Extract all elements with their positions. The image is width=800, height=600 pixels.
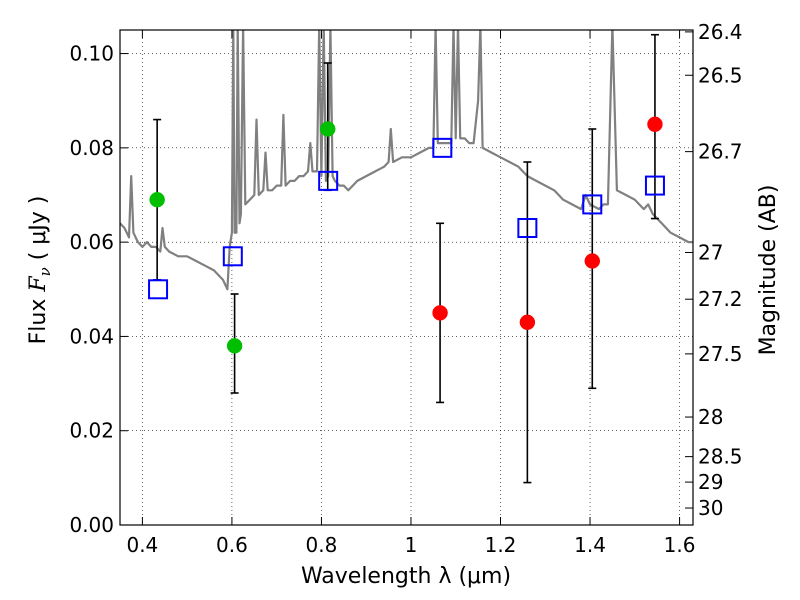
tick-layer: 0.4 0.6 0.8 1 1.2 1.4 1.6 0.00 0.02 0.04 0.06 0.08 0… xyxy=(69,20,742,557)
green-data-point xyxy=(149,191,165,208)
right-tick-label: 27.2 xyxy=(698,287,743,311)
red-data-point xyxy=(584,253,601,269)
model-box-marker xyxy=(517,218,538,238)
y-tick-label: 0.00 xyxy=(69,513,114,537)
y-tick-label: 0.10 xyxy=(69,42,114,66)
x-tick-label: 1.2 xyxy=(485,533,517,557)
right-tick-label: 28.5 xyxy=(698,445,743,469)
y-tick-label: 0.04 xyxy=(69,324,114,348)
y-axis-label-subscript: ν xyxy=(36,267,54,276)
y-tick-label: 0.02 xyxy=(69,419,114,443)
x-tick-label: 1.6 xyxy=(664,533,696,557)
x-axis-label: Wavelength λ (μm) xyxy=(301,564,511,589)
plot-area xyxy=(120,30,693,525)
green-data-point xyxy=(319,121,336,137)
model-box-marker xyxy=(432,137,453,158)
grid xyxy=(120,30,693,526)
model-box-marker xyxy=(222,246,243,267)
plot-frame xyxy=(119,29,694,526)
y-axis-label-symbol: F xyxy=(26,276,51,293)
model-box-marker xyxy=(582,194,603,215)
right-tick-label: 26.4 xyxy=(698,20,743,44)
right-tick-label: 27.5 xyxy=(698,342,743,366)
y-axis-label-suffix: ( μJy ) xyxy=(26,196,51,268)
y-tick-label: 0.06 xyxy=(69,230,114,254)
right-tick-label: 29 xyxy=(698,470,723,494)
model-box-marker xyxy=(148,279,169,300)
right-tick-label: 26.5 xyxy=(698,63,743,87)
series-layer xyxy=(120,30,693,484)
y-tick-label: 0.08 xyxy=(69,136,114,160)
red-data-point xyxy=(519,314,536,331)
right-axis-label: Magnitude (AB) xyxy=(756,185,781,356)
right-tick-label: 26.7 xyxy=(698,140,743,164)
right-tick-label: 30 xyxy=(698,496,723,520)
model-box-marker xyxy=(644,175,665,196)
y-axis-label: Flux Fν ( μJy ) xyxy=(26,196,54,345)
y-axis-label-prefix: Flux xyxy=(26,292,51,345)
x-tick-label: 1 xyxy=(405,533,418,557)
model-box-marker xyxy=(318,170,339,191)
x-tick-label: 0.4 xyxy=(126,533,158,557)
green-data-point xyxy=(226,338,243,354)
red-data-point xyxy=(647,116,663,133)
right-tick-label: 28 xyxy=(698,405,723,429)
red-data-point xyxy=(432,305,448,321)
right-tick-label: 27 xyxy=(698,241,723,265)
x-tick-label: 0.8 xyxy=(306,533,338,557)
x-tick-label: 0.6 xyxy=(216,533,248,557)
x-tick-label: 1.4 xyxy=(574,533,606,557)
